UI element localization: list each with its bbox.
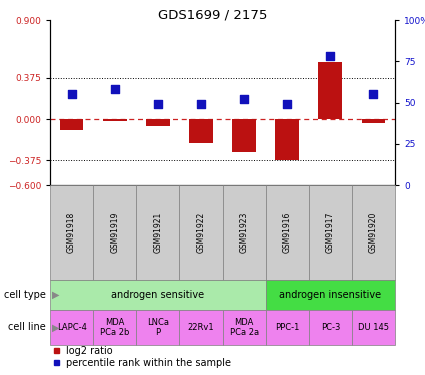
Bar — [352, 310, 395, 345]
Text: DU 145: DU 145 — [358, 323, 389, 332]
Bar — [362, 119, 385, 123]
Text: GSM91923: GSM91923 — [240, 212, 249, 253]
Bar — [223, 310, 266, 345]
Bar — [189, 119, 213, 143]
Point — [111, 86, 118, 92]
Point — [370, 91, 377, 97]
Bar — [146, 119, 170, 126]
Point — [68, 91, 75, 97]
Bar — [232, 119, 256, 152]
Point — [241, 96, 247, 102]
Text: MDA
PCa 2b: MDA PCa 2b — [100, 318, 129, 337]
Text: GSM91922: GSM91922 — [196, 212, 205, 253]
Text: 22Rv1: 22Rv1 — [187, 323, 214, 332]
Bar — [179, 310, 223, 345]
Text: GSM91921: GSM91921 — [153, 212, 162, 253]
Point — [154, 101, 161, 107]
Text: GSM91920: GSM91920 — [369, 212, 378, 253]
Bar — [266, 310, 309, 345]
Text: PPC-1: PPC-1 — [275, 323, 299, 332]
Text: GSM91917: GSM91917 — [326, 212, 335, 253]
Bar — [93, 310, 136, 345]
Bar — [60, 119, 83, 130]
Bar — [318, 62, 342, 119]
Bar — [309, 310, 352, 345]
Bar — [136, 310, 179, 345]
Bar — [103, 119, 127, 121]
Text: ▶: ▶ — [52, 290, 60, 300]
Text: cell type: cell type — [4, 290, 46, 300]
Text: LAPC-4: LAPC-4 — [57, 323, 87, 332]
Point — [327, 53, 334, 59]
Text: MDA
PCa 2a: MDA PCa 2a — [230, 318, 259, 337]
Bar — [266, 280, 395, 310]
Text: GSM91919: GSM91919 — [110, 212, 119, 253]
Text: GSM91916: GSM91916 — [283, 212, 292, 253]
Point — [284, 101, 291, 107]
Bar — [309, 185, 352, 280]
Text: GDS1699 / 2175: GDS1699 / 2175 — [158, 8, 267, 21]
Text: PC-3: PC-3 — [320, 323, 340, 332]
Text: androgen sensitive: androgen sensitive — [111, 290, 204, 300]
Text: ▶: ▶ — [52, 322, 60, 333]
Text: percentile rank within the sample: percentile rank within the sample — [66, 358, 231, 368]
Bar — [136, 185, 179, 280]
Text: LNCa
P: LNCa P — [147, 318, 169, 337]
Bar — [223, 185, 266, 280]
Bar — [352, 185, 395, 280]
Text: androgen insensitive: androgen insensitive — [279, 290, 381, 300]
Bar — [179, 185, 223, 280]
Text: GSM91918: GSM91918 — [67, 212, 76, 253]
Bar — [50, 310, 93, 345]
Bar — [50, 280, 266, 310]
Text: log2 ratio: log2 ratio — [66, 346, 112, 356]
Bar — [275, 119, 299, 160]
Bar — [50, 185, 93, 280]
Bar — [93, 185, 136, 280]
Point — [198, 101, 204, 107]
Text: cell line: cell line — [8, 322, 46, 333]
Bar — [266, 185, 309, 280]
